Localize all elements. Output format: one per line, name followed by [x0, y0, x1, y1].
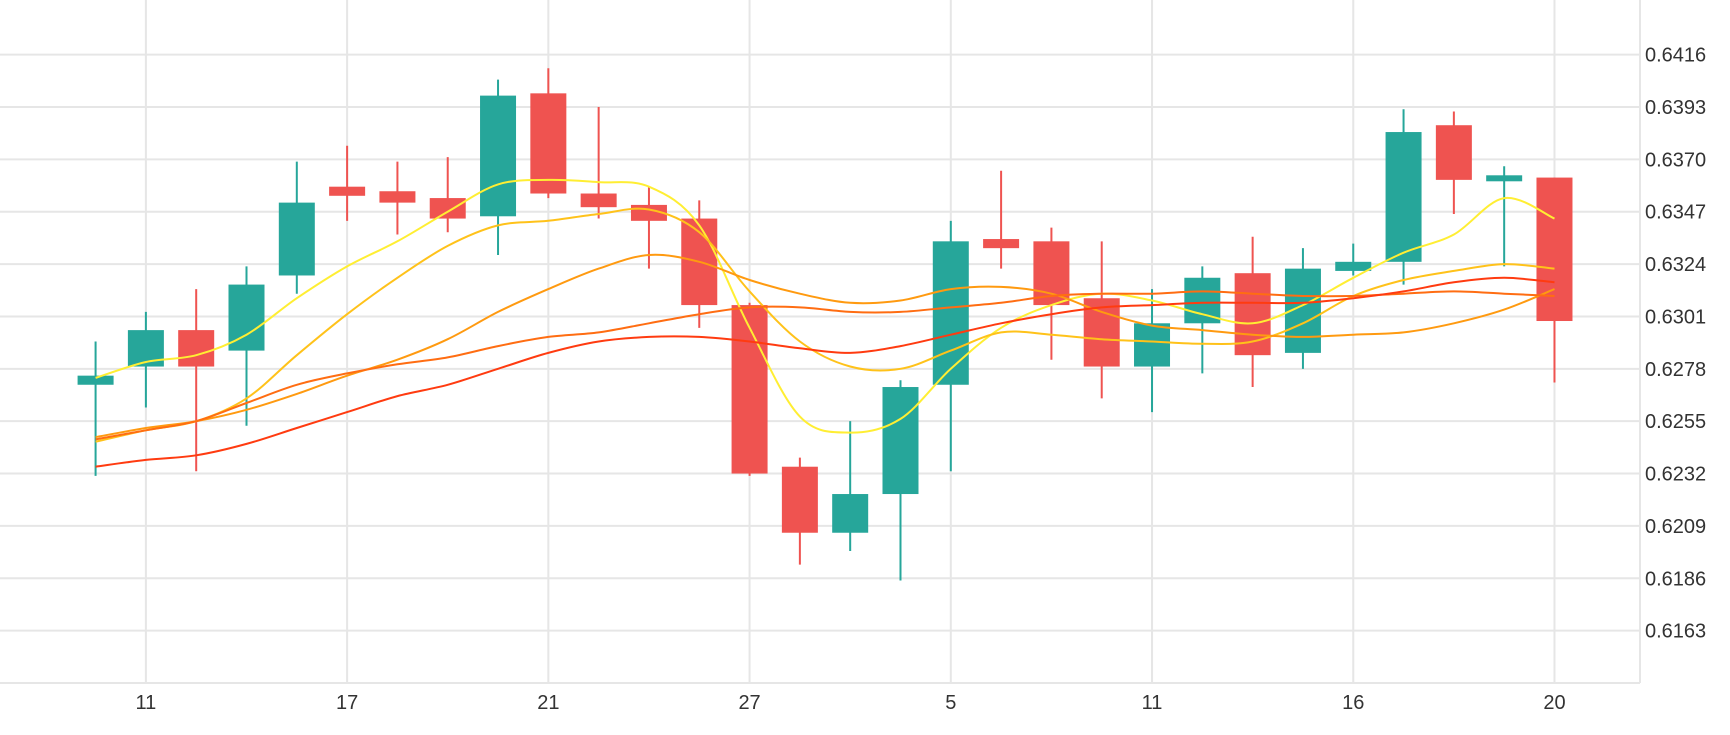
moving-average-lines: [95, 178, 1555, 468]
candle-up: [1486, 166, 1523, 267]
candle-body: [278, 202, 315, 276]
candle-body: [228, 284, 265, 351]
candle-body: [1134, 323, 1171, 367]
candle-body: [77, 375, 114, 385]
x-tick-label: 17: [336, 692, 358, 714]
y-tick-label: 0.6209: [1645, 516, 1706, 538]
x-tick-label: 11: [136, 692, 157, 714]
x-tick-label: 11: [1142, 692, 1163, 714]
candle-body: [480, 95, 517, 217]
candle-body: [1335, 261, 1372, 271]
y-axis: 0.6416 0.6393 0.6370 0.6347 0.6324 0.6301 0.62…: [1645, 45, 1706, 643]
candle-up: [77, 341, 114, 476]
ma-line-5: [95, 276, 1555, 468]
candle-up: [832, 421, 869, 551]
candle-body: [1385, 132, 1422, 262]
candle-down: [178, 289, 215, 472]
candle-body: [1536, 177, 1573, 322]
y-tick-label: 0.6232: [1645, 464, 1706, 486]
candle-down: [329, 145, 366, 221]
candle-up: [932, 220, 969, 472]
candle-down: [1083, 241, 1120, 399]
y-tick-label: 0.6416: [1645, 45, 1706, 67]
candle-body: [580, 193, 617, 208]
candle-body: [530, 93, 567, 194]
ma-line-3: [95, 253, 1555, 439]
y-tick-label: 0.6324: [1645, 254, 1706, 276]
candle-up: [1335, 243, 1372, 276]
candle-up: [882, 380, 919, 581]
candle-body: [1184, 277, 1221, 324]
candle-body: [329, 186, 366, 196]
candle-down: [530, 68, 567, 199]
candle-body: [781, 466, 818, 533]
x-tick-label: 5: [945, 692, 956, 714]
candle-body: [832, 494, 869, 533]
candle-body: [429, 198, 466, 219]
x-axis: 11 17 21 27 5 11 16 20: [136, 692, 1566, 714]
candle-up: [480, 79, 517, 255]
candle-body: [731, 305, 768, 474]
candle-body: [1486, 175, 1523, 182]
candle-down: [379, 161, 416, 235]
y-tick-label: 0.6393: [1645, 97, 1706, 119]
candle-down: [731, 302, 768, 476]
x-tick-label: 16: [1342, 692, 1364, 714]
x-tick-label: 20: [1543, 692, 1565, 714]
candle-down: [1536, 177, 1573, 383]
y-tick-label: 0.6370: [1645, 149, 1706, 171]
x-tick-label: 21: [537, 692, 559, 714]
candle-body: [882, 387, 919, 495]
y-tick-label: 0.6186: [1645, 568, 1706, 590]
y-tick-label: 0.6278: [1645, 359, 1706, 381]
candle-up: [278, 161, 315, 294]
candle-down: [781, 457, 818, 565]
candle-down: [580, 107, 617, 219]
candle-up: [1134, 289, 1171, 413]
candle-body: [178, 330, 215, 367]
y-tick-label: 0.6163: [1645, 621, 1706, 643]
candle-body: [1435, 125, 1472, 180]
candle-down: [429, 157, 466, 233]
y-tick-label: 0.6301: [1645, 306, 1706, 328]
y-tick-label: 0.6347: [1645, 202, 1706, 224]
candle-body: [932, 241, 969, 385]
ma-line-1: [95, 178, 1555, 434]
candle-body: [983, 239, 1020, 249]
y-tick-label: 0.6255: [1645, 411, 1706, 433]
candle-up: [1385, 109, 1422, 285]
ma-line-4: [95, 290, 1555, 441]
x-tick-label: 27: [738, 692, 760, 714]
candle-body: [379, 191, 416, 203]
candle-up: [1184, 266, 1221, 374]
candle-down: [983, 170, 1020, 269]
candle-down: [1435, 111, 1472, 215]
